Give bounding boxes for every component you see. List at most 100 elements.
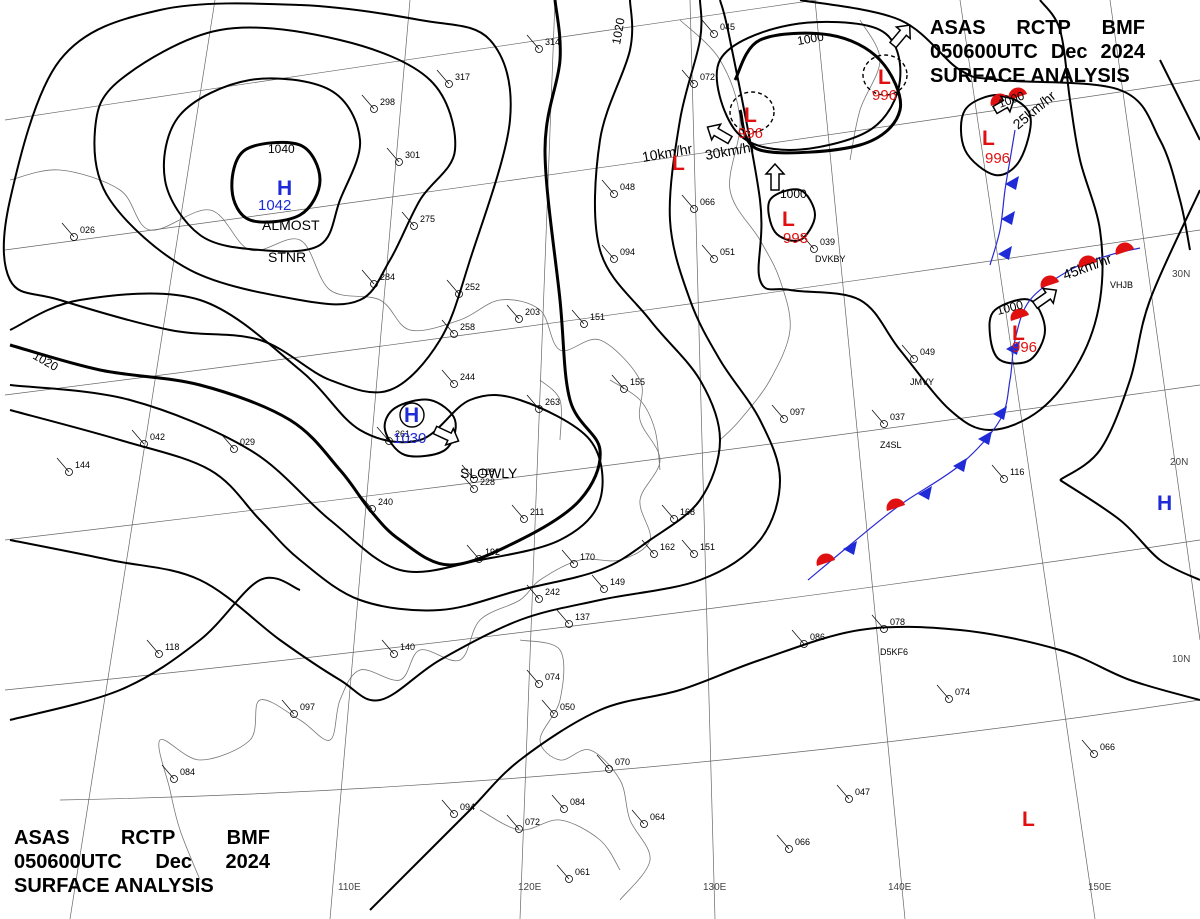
station-plot: 051	[701, 244, 735, 263]
station-plot: 097	[771, 404, 805, 423]
station-circle	[690, 80, 698, 88]
wind-barb	[1081, 739, 1095, 755]
motion-arrow	[706, 123, 734, 145]
coastline	[539, 379, 562, 441]
wind-barb	[871, 409, 885, 425]
station-plot: 048	[601, 179, 635, 198]
station-plot: 192	[466, 544, 500, 563]
isobar	[733, 31, 903, 155]
station-pressure: 244	[460, 372, 475, 382]
station-plot: 070	[596, 754, 630, 773]
station-plot: 151	[681, 539, 715, 558]
cold-front-barb	[843, 541, 857, 555]
station-pressure: 155	[630, 377, 645, 387]
station-plot: 066	[1081, 739, 1115, 758]
longitude-line	[519, 0, 556, 919]
isobar	[9, 0, 782, 702]
station-plot: Z4SL	[880, 440, 902, 450]
wind-barb	[466, 544, 480, 560]
station-pressure: 086	[810, 632, 825, 642]
station-plot: 049	[901, 344, 935, 363]
wind-barb	[461, 474, 475, 490]
header-time: 050600UTC	[14, 851, 122, 873]
station-pressure: 042	[150, 432, 165, 442]
station-pressure: 228	[480, 477, 495, 487]
station-circle	[1090, 750, 1098, 758]
longitude-label: 150E	[1088, 882, 1112, 893]
header-source: BMF	[226, 827, 270, 849]
station-circle	[785, 845, 793, 853]
station-plots: 314 317 298 301 275 284 252 258 244 263 228 240 203 1…	[56, 19, 1133, 883]
motion-arrow	[764, 162, 786, 191]
station-plot: 047	[836, 784, 870, 803]
station-circle	[565, 875, 573, 883]
longitude-line	[1109, 0, 1200, 641]
station-pressure: 118	[480, 467, 494, 477]
warm-front-scallop	[1008, 87, 1027, 100]
warm-front-scallop	[1078, 255, 1097, 268]
wind-barb	[526, 394, 540, 410]
station-pressure: 203	[525, 307, 540, 317]
wind-barb	[991, 464, 1005, 480]
isobar	[715, 20, 902, 152]
isobar	[369, 625, 1200, 911]
cold-front-barb	[918, 486, 932, 500]
wind-barb	[571, 309, 585, 325]
wind-barb	[526, 34, 540, 50]
low-pressure-marker: L	[744, 104, 757, 127]
low-pressure-marker: L	[782, 208, 795, 231]
motion-arrow	[1031, 287, 1058, 310]
motion-arrows	[432, 24, 1058, 447]
station-plot: 050	[541, 699, 575, 718]
warm-front-scallop	[1040, 275, 1059, 288]
station-pressure: 084	[180, 767, 195, 777]
station-pressure: 037	[890, 412, 905, 422]
station-plot: 094	[441, 799, 475, 818]
station-pressure: 137	[575, 612, 590, 622]
station-plot: 168	[661, 504, 695, 523]
header-line-3: SURFACE ANALYSIS	[930, 64, 1145, 88]
station-pressure: 072	[525, 817, 540, 827]
latitude-label: 10N	[1172, 654, 1190, 665]
wind-barb	[541, 699, 555, 715]
station-plot: 094	[601, 244, 635, 263]
warm-front-scallop	[1115, 242, 1134, 255]
station-plot: VHJB	[1110, 280, 1133, 290]
motion-arrow	[991, 95, 1016, 115]
high-marker-ring	[399, 402, 425, 428]
motion-label: 45km/hr	[1061, 250, 1114, 282]
station-plot: 301	[386, 147, 420, 166]
latitude-label: 30N	[1172, 269, 1190, 280]
high-pressure-marker: H	[277, 177, 292, 200]
station-pressure: 097	[790, 407, 805, 417]
low-pressure-marker: L	[1012, 322, 1025, 345]
station-plot: 149	[591, 574, 625, 593]
pressure-centers: H1042ALMOSTSTNRH1030SLOWLYL996L996L998L9…	[258, 66, 1172, 831]
wind-barb	[441, 369, 455, 385]
station-plot: 074	[526, 669, 560, 688]
wind-barb	[871, 614, 885, 630]
station-pressure: 144	[75, 460, 90, 470]
wind-barb	[221, 434, 235, 450]
latitude-line	[4, 0, 819, 121]
wind-barb	[801, 234, 815, 250]
wind-barb	[401, 211, 415, 227]
longitude-line	[814, 0, 906, 919]
station-pressure: 074	[545, 672, 560, 682]
center-pressure-value: 996	[738, 125, 763, 142]
station-circle	[580, 320, 588, 328]
stationary-front	[807, 87, 1141, 581]
station-circle	[535, 595, 543, 603]
motion-arrow	[432, 425, 460, 447]
wind-barb	[591, 574, 605, 590]
station-circle	[368, 505, 376, 513]
station-pressure: 049	[920, 347, 935, 357]
wind-barb	[681, 539, 695, 555]
isobar	[799, 0, 1191, 251]
cold-front-barb	[998, 246, 1012, 260]
station-circle	[520, 515, 528, 523]
longitude-label: 120E	[518, 882, 542, 893]
center-pressure-value: 996	[872, 87, 897, 104]
station-plot: 061	[556, 864, 590, 883]
